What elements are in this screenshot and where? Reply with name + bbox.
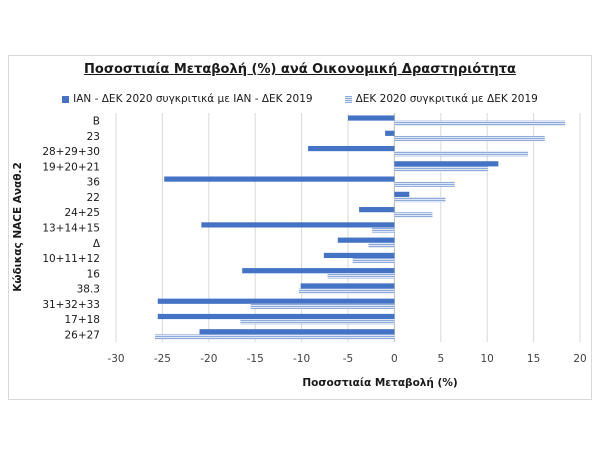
- y-tick-label: 24+25: [64, 207, 100, 219]
- bar-series-1: [359, 207, 395, 213]
- bar-series-2: [394, 181, 455, 187]
- bar-series-2: [352, 258, 395, 264]
- bar-series-2: [394, 120, 566, 126]
- legend-item-series-1: ΙΑΝ - ΔΕΚ 2020 συγκριτικά με ΙΑΝ - ΔΕΚ 2…: [62, 93, 313, 105]
- y-tick-label: B: [93, 116, 100, 128]
- bar-series-1: [300, 283, 395, 289]
- bar-series-2: [394, 212, 433, 218]
- y-tick-label: 22: [87, 192, 100, 204]
- y-tick-label: 19+20+21: [42, 161, 100, 173]
- bar-series-2: [372, 227, 395, 233]
- x-tick-label: -20: [200, 353, 217, 365]
- bar-series-1: [348, 115, 395, 121]
- x-tick-label: -25: [154, 353, 171, 365]
- bar-series-1: [394, 191, 410, 197]
- y-tick-label: 26+27: [64, 329, 100, 341]
- y-tick-label: 23: [87, 131, 100, 143]
- bar-series-2: [394, 196, 446, 203]
- legend-item-series-2: ΔΕΚ 2020 συγκριτικά με ΔΕΚ 2019: [344, 93, 538, 105]
- bar-series-1: [157, 298, 395, 304]
- bar-series-2: [327, 273, 395, 279]
- x-tick-label: 0: [391, 353, 398, 365]
- bar-series-2: [250, 303, 395, 310]
- y-tick-label: 13+14+15: [42, 223, 100, 235]
- bar-series-2: [154, 334, 395, 340]
- x-tick-label: -10: [293, 353, 310, 365]
- bar-series-2: [298, 288, 395, 294]
- legend-label-series-1: ΙΑΝ - ΔΕΚ 2020 συγκριτικά με ΙΑΝ - ΔΕΚ 2…: [73, 93, 313, 105]
- x-axis-title: Ποσοστιαία Μεταβολή (%): [302, 377, 458, 389]
- y-tick-label: 28+29+30: [42, 146, 100, 158]
- legend-swatch-series-1: [62, 95, 70, 103]
- chart-title: Ποσοστιαία Μεταβολή (%) ανά Οικονομική Δ…: [84, 62, 516, 77]
- bar-series-2: [394, 135, 545, 142]
- bar-series-1: [201, 222, 395, 228]
- bar-series-1: [164, 176, 395, 182]
- bar-series-1: [337, 237, 395, 243]
- y-tick-label: 16: [87, 268, 101, 280]
- bar-series-1: [323, 252, 395, 259]
- x-tick-label: 15: [527, 353, 540, 365]
- x-tick-label: 10: [481, 353, 494, 365]
- bar-series-2: [394, 166, 489, 172]
- chart-frame: [8, 55, 592, 400]
- bar-series-1: [385, 130, 395, 136]
- chart-legend: ΙΑΝ - ΔΕΚ 2020 συγκριτικά με ΙΑΝ - ΔΕΚ 2…: [0, 93, 600, 105]
- bar-series-1: [242, 268, 395, 274]
- legend-label-series-2: ΔΕΚ 2020 συγκριτικά με ΔΕΚ 2019: [355, 93, 538, 105]
- x-tick-label: -30: [107, 353, 124, 365]
- bar-series-1: [157, 313, 395, 320]
- bar-series-2: [394, 151, 529, 157]
- bar-series-2: [240, 319, 395, 325]
- y-tick-label: 36: [87, 177, 101, 189]
- bar-series-2: [368, 242, 395, 248]
- x-tick-label: 5: [437, 353, 444, 365]
- bar-series-1: [199, 329, 395, 335]
- x-tick-label: 20: [573, 353, 586, 365]
- y-tick-label: 38.3: [77, 284, 100, 296]
- y-tick-label: 31+32+33: [42, 299, 100, 311]
- x-tick-label: -15: [247, 353, 264, 365]
- y-tick-label: 10+11+12: [42, 253, 100, 265]
- x-tick-label: -5: [343, 353, 353, 365]
- bar-series-1: [394, 161, 499, 167]
- y-tick-label: 17+18: [64, 314, 100, 326]
- legend-swatch-series-2: [344, 95, 352, 103]
- bar-series-1: [308, 145, 395, 152]
- y-tick-label: Δ: [93, 238, 101, 250]
